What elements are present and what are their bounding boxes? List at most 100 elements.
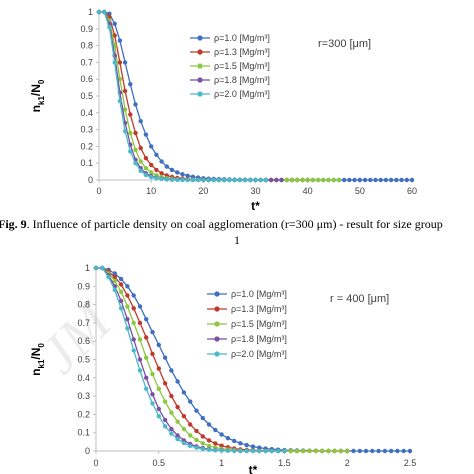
data-point — [347, 177, 352, 183]
data-point — [248, 177, 253, 183]
data-point — [169, 368, 174, 373]
data-point — [137, 337, 143, 342]
data-point — [376, 448, 381, 454]
data-point — [382, 448, 388, 454]
data-point — [206, 438, 212, 443]
data-point — [263, 448, 268, 454]
data-point — [227, 177, 232, 183]
data-point — [149, 170, 154, 175]
data-point — [357, 448, 362, 454]
data-point — [188, 433, 193, 438]
x-tick-label: 20 — [198, 186, 208, 196]
data-point — [258, 177, 263, 183]
data-point — [213, 427, 218, 433]
data-point — [310, 177, 316, 183]
data-point — [169, 167, 175, 173]
data-point — [156, 406, 161, 412]
data-point — [133, 130, 138, 136]
y-tick-label: 1 — [85, 263, 90, 273]
legend-label: ρ=1.3 [Mg/m³] — [231, 304, 287, 314]
data-point — [117, 38, 123, 43]
data-point — [131, 337, 136, 342]
y-tick-label: 0.1 — [77, 428, 90, 438]
data-point — [181, 414, 187, 419]
data-point — [181, 440, 187, 446]
data-point — [336, 177, 342, 183]
data-point — [112, 278, 118, 283]
data-point — [162, 355, 168, 360]
data-point — [188, 399, 193, 404]
legend-marker — [214, 291, 220, 297]
data-point — [175, 404, 180, 410]
y-tick-label: 1 — [88, 7, 93, 17]
data-point — [137, 320, 143, 326]
data-point — [242, 177, 248, 183]
data-point — [268, 177, 274, 183]
x-tick-label: 40 — [303, 186, 313, 196]
y-axis-label-rest: /N — [29, 84, 43, 96]
data-point — [112, 271, 118, 276]
data-point — [169, 426, 174, 432]
y-tick-label: 0.7 — [80, 57, 93, 67]
data-point — [164, 177, 169, 182]
data-point — [106, 274, 111, 280]
data-point — [164, 164, 169, 169]
data-point — [137, 357, 143, 362]
data-point — [112, 33, 117, 38]
y-tick-label: 0.2 — [80, 141, 93, 151]
data-point — [370, 448, 375, 454]
legend-label: ρ=1.0 [Mg/m³] — [214, 33, 270, 43]
caption-line2: 1 — [234, 233, 240, 247]
data-point — [373, 177, 378, 183]
data-point — [180, 172, 185, 177]
legend-label: ρ=1.8 [Mg/m³] — [231, 334, 287, 344]
data-point — [112, 21, 117, 26]
legend-marker — [214, 351, 220, 357]
data-point — [300, 177, 305, 183]
data-point — [122, 107, 128, 112]
data-point — [125, 326, 130, 331]
data-point — [143, 156, 149, 161]
y-tick-label: 0.9 — [80, 24, 93, 34]
data-point — [225, 448, 231, 453]
legend-label: ρ=2.0 [Mg/m³] — [231, 349, 287, 359]
data-point — [345, 448, 350, 454]
data-point — [250, 444, 256, 449]
data-point — [232, 448, 237, 453]
legend-label: ρ=1.0 [Mg/m³] — [231, 289, 287, 299]
figure-caption: Fig. 9. Influence of particle density on… — [0, 217, 443, 231]
x-tick-label: 2 — [345, 458, 350, 468]
y-tick-label: 0.5 — [77, 355, 90, 365]
data-point — [159, 171, 164, 176]
legend-label: ρ=2.0 [Mg/m³] — [214, 89, 270, 99]
data-point — [150, 401, 155, 406]
data-point — [404, 177, 409, 183]
data-point — [137, 304, 143, 309]
data-point — [125, 304, 130, 309]
data-point — [407, 448, 413, 454]
data-point — [190, 177, 196, 183]
x-axis-label: t* — [251, 199, 260, 213]
data-point — [269, 448, 274, 454]
data-point — [175, 433, 180, 438]
y-tick-label: 0 — [88, 175, 93, 185]
x-tick-label: 2.5 — [404, 458, 417, 468]
data-point — [275, 448, 281, 454]
data-point — [206, 443, 212, 449]
data-point — [112, 287, 118, 293]
data-point — [383, 177, 389, 183]
data-point — [169, 393, 174, 399]
chart-bottom: 0 0.1 0.2 0.3 0.4 0.5 0.6 0.7 0.8 0.9 1 0 0.5 1 1.5 2 2.… — [29, 263, 416, 474]
data-point — [206, 422, 212, 427]
data-point — [288, 448, 293, 454]
data-point — [175, 379, 180, 384]
y-axis-label-rest: /N — [29, 348, 43, 360]
data-point — [352, 177, 357, 183]
data-point — [295, 177, 300, 183]
legend-label: ρ=1.5 [Mg/m³] — [214, 61, 270, 71]
legend-label: ρ=1.5 [Mg/m³] — [231, 319, 287, 329]
y-axis-label-sub: k1 — [37, 359, 46, 368]
legend-marker — [197, 91, 203, 97]
y-axis-label: nk1/N0 — [29, 343, 46, 376]
